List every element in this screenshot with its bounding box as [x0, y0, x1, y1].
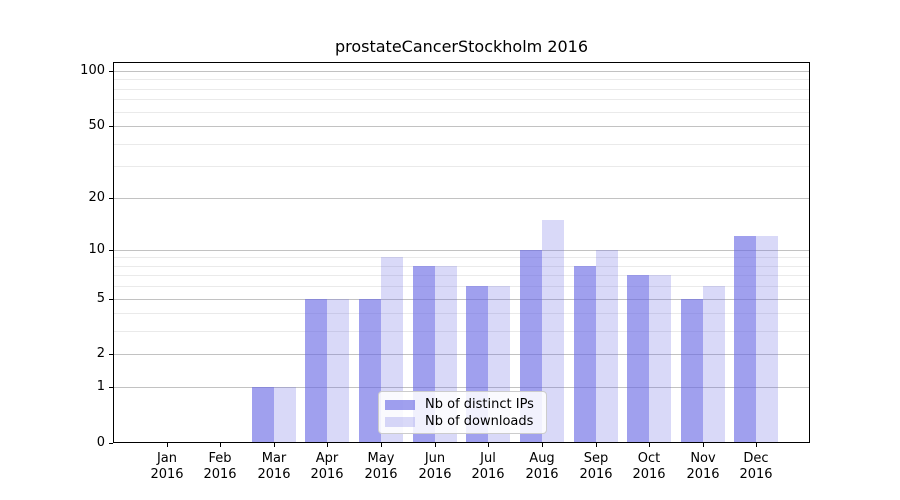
- x-tick-label-sep: Sep 2016: [579, 451, 613, 482]
- x-tick-label-jul: Jul 2016: [471, 451, 505, 482]
- y-tick-1: [109, 387, 113, 388]
- gridline-major-1: [114, 387, 809, 388]
- gridline-minor-9: [114, 257, 809, 258]
- bar-aug-nb-of-downloads: [542, 220, 564, 442]
- bar-mar-nb-of-downloads: [274, 387, 296, 442]
- gridline-minor-30: [114, 166, 809, 167]
- legend-label-distinct-ips: Nb of distinct IPs: [425, 397, 534, 412]
- x-tick-jun: [435, 443, 436, 447]
- legend-swatch-downloads: [385, 417, 415, 427]
- x-tick-oct: [649, 443, 650, 447]
- bar-dec-nb-of-downloads: [756, 236, 778, 442]
- x-tick-apr: [327, 443, 328, 447]
- bar-oct-nb-of-distinct-ips: [627, 275, 649, 442]
- x-tick-label-mar: Mar 2016: [257, 451, 291, 482]
- gridline-major-5: [114, 299, 809, 300]
- x-tick-aug: [542, 443, 543, 447]
- legend-item-distinct-ips: Nb of distinct IPs: [385, 397, 538, 413]
- x-tick-label-oct: Oct 2016: [632, 451, 666, 482]
- y-tick-label-20: 20: [88, 190, 105, 205]
- gridline-minor-8: [114, 266, 809, 267]
- gridline-minor-40: [114, 144, 809, 145]
- y-tick-0: [109, 443, 113, 444]
- gridline-minor-7: [114, 275, 809, 276]
- gridline-major-100: [114, 71, 809, 72]
- x-tick-jan: [167, 443, 168, 447]
- bar-apr-nb-of-distinct-ips: [305, 299, 327, 442]
- bar-sep-nb-of-downloads: [596, 250, 618, 442]
- x-tick-label-may: May 2016: [364, 451, 398, 482]
- x-tick-nov: [703, 443, 704, 447]
- x-tick-label-jun: Jun 2016: [418, 451, 452, 482]
- legend-swatch-distinct-ips: [385, 400, 415, 410]
- gridline-major-50: [114, 126, 809, 127]
- bar-apr-nb-of-downloads: [327, 299, 349, 442]
- gridline-major-2: [114, 354, 809, 355]
- gridline-minor-60: [114, 112, 809, 113]
- gridline-minor-4: [114, 313, 809, 314]
- gridline-minor-3: [114, 331, 809, 332]
- bar-mar-nb-of-distinct-ips: [252, 387, 274, 442]
- x-tick-sep: [596, 443, 597, 447]
- x-tick-feb: [220, 443, 221, 447]
- x-tick-label-apr: Apr 2016: [310, 451, 344, 482]
- y-tick-label-5: 5: [96, 291, 105, 306]
- bar-sep-nb-of-distinct-ips: [574, 266, 596, 442]
- x-tick-label-jan: Jan 2016: [150, 451, 184, 482]
- gridline-major-10: [114, 250, 809, 251]
- y-tick-2: [109, 354, 113, 355]
- x-tick-label-aug: Aug 2016: [525, 451, 559, 482]
- bar-oct-nb-of-downloads: [649, 275, 671, 442]
- bar-nov-nb-of-distinct-ips: [681, 299, 703, 442]
- gridline-minor-90: [114, 79, 809, 80]
- gridline-major-20: [114, 198, 809, 199]
- y-tick-label-50: 50: [88, 118, 105, 133]
- bar-dec-nb-of-distinct-ips: [734, 236, 756, 442]
- legend-label-downloads: Nb of downloads: [425, 414, 534, 429]
- gridline-minor-80: [114, 89, 809, 90]
- y-tick-50: [109, 126, 113, 127]
- gridline-minor-6: [114, 286, 809, 287]
- x-tick-label-feb: Feb 2016: [203, 451, 237, 482]
- y-tick-label-2: 2: [96, 346, 105, 361]
- y-tick-20: [109, 198, 113, 199]
- y-tick-label-0: 0: [96, 435, 105, 450]
- y-tick-100: [109, 71, 113, 72]
- y-tick-5: [109, 299, 113, 300]
- y-tick-label-100: 100: [80, 63, 105, 78]
- legend-item-downloads: Nb of downloads: [385, 414, 538, 430]
- gridline-minor-70: [114, 99, 809, 100]
- legend: Nb of distinct IPs Nb of downloads: [378, 391, 547, 434]
- bar-nov-nb-of-downloads: [703, 286, 725, 442]
- x-tick-may: [381, 443, 382, 447]
- x-tick-jul: [488, 443, 489, 447]
- x-tick-label-nov: Nov 2016: [686, 451, 720, 482]
- x-tick-dec: [756, 443, 757, 447]
- y-tick-label-10: 10: [88, 242, 105, 257]
- chart-title: prostateCancerStockholm 2016: [334, 37, 589, 56]
- y-tick-label-1: 1: [96, 379, 105, 394]
- y-tick-10: [109, 250, 113, 251]
- x-tick-mar: [274, 443, 275, 447]
- bar-may-nb-of-distinct-ips: [359, 299, 381, 442]
- x-tick-label-dec: Dec 2016: [739, 451, 773, 482]
